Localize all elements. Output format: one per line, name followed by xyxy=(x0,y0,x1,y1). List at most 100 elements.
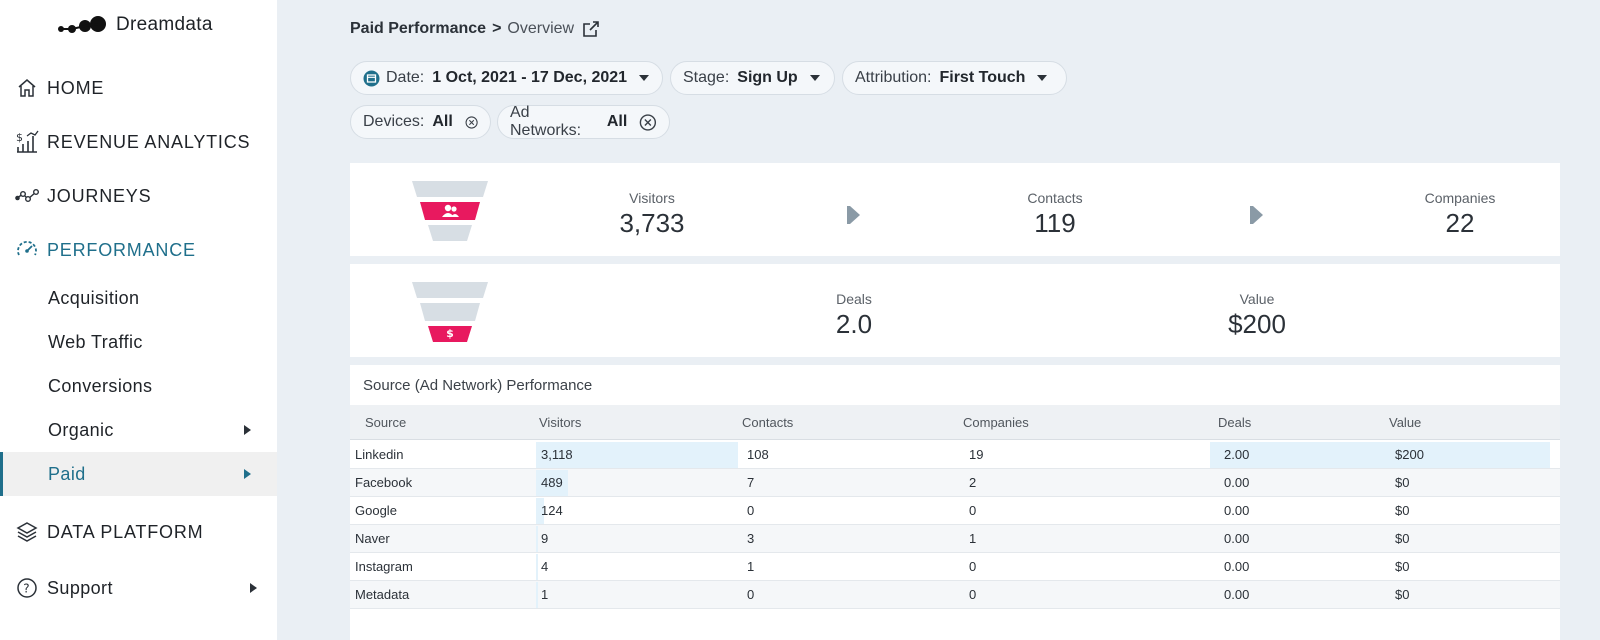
funnel-step-arrow-icon xyxy=(1253,206,1263,224)
nav-revenue-analytics[interactable]: $ REVENUE ANALYTICS xyxy=(0,120,277,164)
value-share-bar xyxy=(1210,442,1378,468)
cell-value: $0 xyxy=(1395,475,1410,490)
nav-home-label: HOME xyxy=(47,77,105,98)
chevron-down-icon xyxy=(1037,75,1048,81)
value-label: Value xyxy=(1239,291,1275,307)
value-share-bar xyxy=(1378,442,1550,468)
column-header-companies[interactable]: Companies xyxy=(963,415,1029,430)
date-filter[interactable]: Date: 1 Oct, 2021 - 17 Dec, 2021 xyxy=(350,61,663,95)
visitors-value: 3,733 xyxy=(619,208,685,238)
cell-companies: 0 xyxy=(969,559,977,574)
source-performance-card: Source (Ad Network) Performance Source V… xyxy=(350,365,1560,640)
external-link-icon[interactable] xyxy=(582,20,600,38)
clear-filter-icon[interactable] xyxy=(639,113,657,132)
cell-source: Metadata xyxy=(355,587,410,602)
cell-deals: 2.00 xyxy=(1224,447,1250,462)
contacts-metric: Contacts 119 xyxy=(975,190,1135,239)
cell-value: $0 xyxy=(1395,531,1410,546)
performance-icon xyxy=(15,238,39,262)
calendar-icon xyxy=(363,70,380,86)
value-value: $200 xyxy=(1228,309,1286,339)
date-filter-label: Date: xyxy=(386,69,425,86)
breadcrumb-current: Overview xyxy=(507,20,575,37)
app-logo[interactable]: Dreamdata xyxy=(58,14,213,36)
subnav-paid-label: Paid xyxy=(48,463,86,484)
nav-support[interactable]: ? Support xyxy=(0,566,277,610)
nav-performance[interactable]: PERFORMANCE xyxy=(0,228,277,272)
subnav-conversions[interactable]: Conversions xyxy=(0,364,277,408)
cell-companies: 2 xyxy=(969,475,977,490)
devices-filter[interactable]: Devices: All xyxy=(350,105,491,139)
cell-visitors: 9 xyxy=(541,531,549,546)
table-title: Source (Ad Network) Performance xyxy=(363,377,593,394)
cell-visitors: 124 xyxy=(541,503,563,518)
cell-source: Google xyxy=(355,503,397,518)
nav-home[interactable]: HOME xyxy=(0,66,277,110)
cell-visitors: 489 xyxy=(541,475,563,490)
devices-filter-value: All xyxy=(432,113,453,130)
cell-visitors: 1 xyxy=(541,587,549,602)
cell-visitors: 3,118 xyxy=(541,447,573,462)
nav-journeys-label: JOURNEYS xyxy=(47,185,152,206)
deals-value: 2.0 xyxy=(835,309,873,339)
devices-filter-label: Devices: xyxy=(363,113,425,130)
table-row[interactable]: Instagram 4 1 0 0.00 $0 xyxy=(350,553,1560,581)
cell-source: Linkedin xyxy=(355,447,404,462)
breadcrumb-section[interactable]: Paid Performance xyxy=(350,20,487,37)
table-row[interactable]: Linkedin 3,118 108 19 2.00 $200 xyxy=(350,441,1560,469)
visitors-metric: Visitors 3,733 xyxy=(572,190,732,239)
column-header-source[interactable]: Source xyxy=(365,415,407,430)
column-header-value[interactable]: Value xyxy=(1389,415,1422,430)
nav-data-platform[interactable]: DATA PLATFORM xyxy=(0,510,277,554)
subnav-paid[interactable]: Paid xyxy=(0,452,277,496)
svg-text:?: ? xyxy=(23,582,29,596)
contacts-label: Contacts xyxy=(1027,190,1083,206)
ad-networks-filter[interactable]: Ad Networks: All xyxy=(497,104,670,139)
table-row[interactable]: Naver 9 3 1 0.00 $0 xyxy=(350,525,1560,553)
cell-visitors: 4 xyxy=(541,559,549,574)
subnav-acquisition[interactable]: Acquisition xyxy=(0,276,277,320)
cell-contacts: 0 xyxy=(747,587,755,602)
cell-value: $0 xyxy=(1395,587,1410,602)
sidebar: Dreamdata HOME $ REVENUE ANALYTICS JOURN… xyxy=(0,0,277,640)
column-header-visitors[interactable]: Visitors xyxy=(539,415,582,430)
cell-deals: 0.00 xyxy=(1224,587,1250,602)
attribution-filter[interactable]: Attribution: First Touch xyxy=(842,61,1067,95)
cell-source: Naver xyxy=(355,531,390,546)
visitors-share-bar xyxy=(536,470,568,496)
funnel-step-arrow-icon xyxy=(1250,206,1253,224)
revenue-analytics-icon: $ xyxy=(15,130,39,154)
subnav-web-traffic[interactable]: Web Traffic xyxy=(0,320,277,364)
visitors-share-bar xyxy=(536,526,538,552)
table-row[interactable]: Facebook 489 7 2 0.00 $0 xyxy=(350,469,1560,497)
funnel-step-arrow-icon xyxy=(847,206,850,224)
cell-contacts: 108 xyxy=(747,447,769,462)
journeys-icon xyxy=(15,184,39,208)
clear-filter-icon[interactable] xyxy=(465,113,478,132)
svg-text:$: $ xyxy=(16,131,23,144)
cell-companies: 19 xyxy=(969,447,984,462)
cell-source: Facebook xyxy=(355,475,413,490)
funnel-deals-icon xyxy=(412,282,488,342)
deals-metric: Deals 2.0 xyxy=(774,291,934,340)
column-header-contacts[interactable]: Contacts xyxy=(742,415,794,430)
expand-right-icon xyxy=(244,469,251,479)
funnel-step-arrow-icon xyxy=(850,206,860,224)
table-row[interactable]: Google 124 0 0 0.00 $0 xyxy=(350,497,1560,525)
nav-journeys[interactable]: JOURNEYS xyxy=(0,174,277,218)
companies-metric: Companies 22 xyxy=(1380,190,1540,239)
stage-filter[interactable]: Stage: Sign Up xyxy=(670,61,835,95)
visitors-share-bar xyxy=(536,498,544,524)
subnav-organic[interactable]: Organic xyxy=(0,408,277,452)
value-metric: Value $200 xyxy=(1177,291,1337,340)
column-header-deals[interactable]: Deals xyxy=(1218,415,1252,430)
cell-companies: 1 xyxy=(969,531,977,546)
stage-filter-value: Sign Up xyxy=(737,69,798,86)
cell-deals: 0.00 xyxy=(1224,531,1250,546)
visitors-share-bar xyxy=(536,442,738,468)
app-name: Dreamdata xyxy=(116,14,213,35)
funnel-bottom-card: $ Deals 2.0 Value $200 xyxy=(350,264,1560,357)
table-row[interactable]: Metadata 1 0 0 0.00 $0 xyxy=(350,581,1560,609)
attribution-filter-value: First Touch xyxy=(939,69,1026,86)
cell-contacts: 7 xyxy=(747,475,755,490)
